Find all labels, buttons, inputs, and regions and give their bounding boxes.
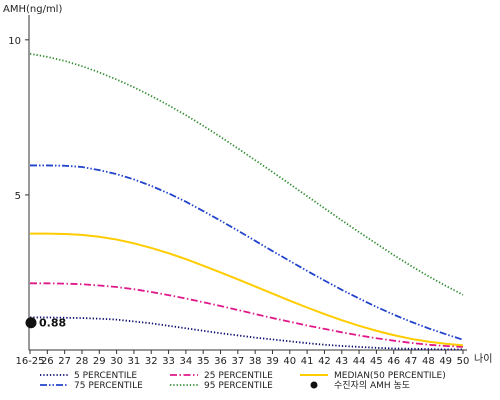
x-tick-label: 34 [180, 356, 193, 367]
patient-marker: 0.88 [25, 317, 66, 330]
y-axis-title: AMH(ng/ml) [3, 4, 62, 15]
series-line-95-percentile [29, 52, 464, 296]
series-line-5-percentile [30, 316, 463, 351]
x-tick-label: 43 [335, 356, 348, 367]
x-tick-label: 49 [439, 356, 452, 367]
y-tick-label: 10 [8, 36, 21, 47]
x-tick-label: 37 [231, 356, 244, 367]
x-tick-label: 46 [387, 356, 400, 367]
x-tick-label: 38 [249, 356, 262, 367]
x-tick-label: 29 [93, 356, 106, 367]
x-tick-label: 45 [370, 356, 383, 367]
legend-label: 75 PERCENTILE [74, 381, 143, 391]
series-lines [29, 52, 464, 351]
x-axis-title: 나이 [474, 353, 492, 365]
x-tick-label: 16-25 [15, 356, 44, 367]
x-tick-label: 47 [405, 356, 418, 367]
x-tick-label: 39 [266, 356, 279, 367]
y-ticks: 10 5 [8, 36, 29, 202]
x-tick-label: 36 [214, 356, 227, 367]
x-tick-label: 42 [318, 356, 331, 367]
series-line-median-50-percentile [30, 232, 464, 347]
x-tick-label: 40 [283, 356, 296, 367]
patient-amh-point [25, 317, 37, 329]
x-tick-label: 31 [128, 356, 141, 367]
x-tick-label: 26 [41, 356, 54, 367]
x-tick-label: 50 [457, 356, 470, 367]
x-tick-label: 41 [301, 356, 314, 367]
x-tick-label: 48 [422, 356, 435, 367]
x-tick-label: 44 [353, 356, 366, 367]
series-line-25-percentile [30, 282, 464, 348]
y-tick-label: 5 [15, 191, 21, 202]
x-tick-label: 35 [197, 356, 210, 367]
x-tick-label: 32 [145, 356, 158, 367]
x-tick-label: 30 [110, 356, 123, 367]
legend-label: 25 PERCENTILE [204, 371, 273, 381]
series-line-75-percentile [30, 164, 464, 341]
x-tick-label: 33 [162, 356, 175, 367]
x-tick-label: 28 [76, 356, 89, 367]
axes: AMH(ng/ml) 나이 [3, 4, 492, 365]
legend-label: 5 PERCENTILE [74, 371, 137, 381]
legend: 5 PERCENTILE 25 PERCENTILE MEDIAN(50 PERCE… [40, 371, 446, 391]
patient-amh-value: 0.88 [39, 317, 66, 330]
legend-label: 95 PERCENTILE [204, 381, 273, 391]
x-tick-label: 27 [58, 356, 71, 367]
legend-label: 수진자의 AMH 농도 [334, 380, 410, 391]
legend-label: MEDIAN(50 PERCENTILE) [334, 371, 446, 381]
legend-marker-swatch [310, 381, 318, 389]
